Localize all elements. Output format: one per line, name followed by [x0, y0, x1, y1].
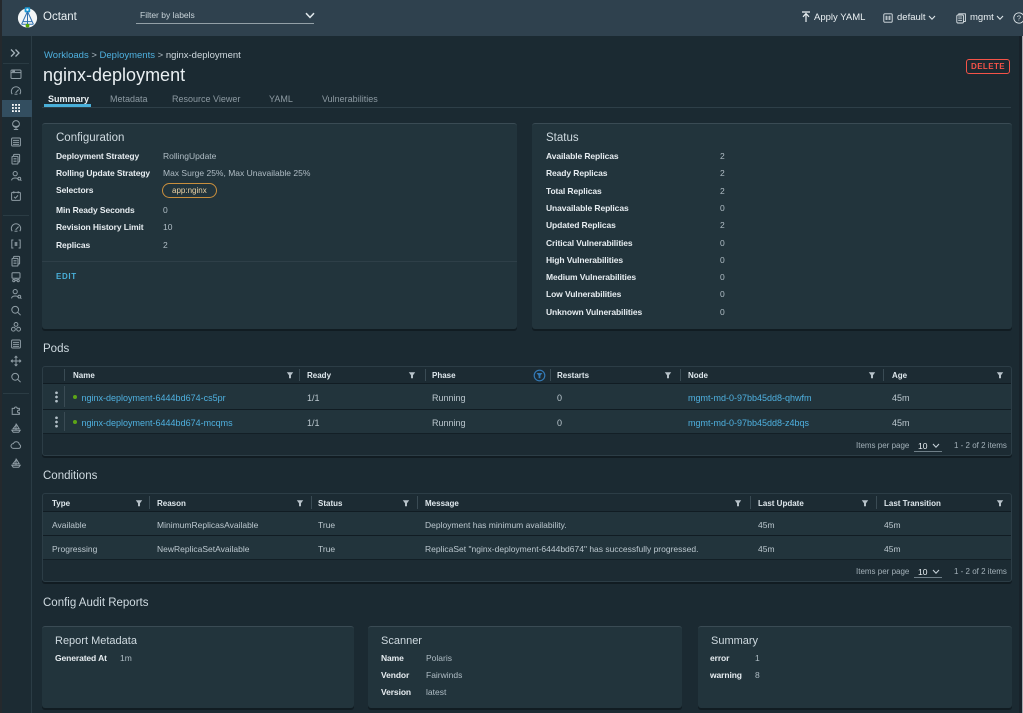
svg-text:?: ? — [1017, 14, 1021, 23]
